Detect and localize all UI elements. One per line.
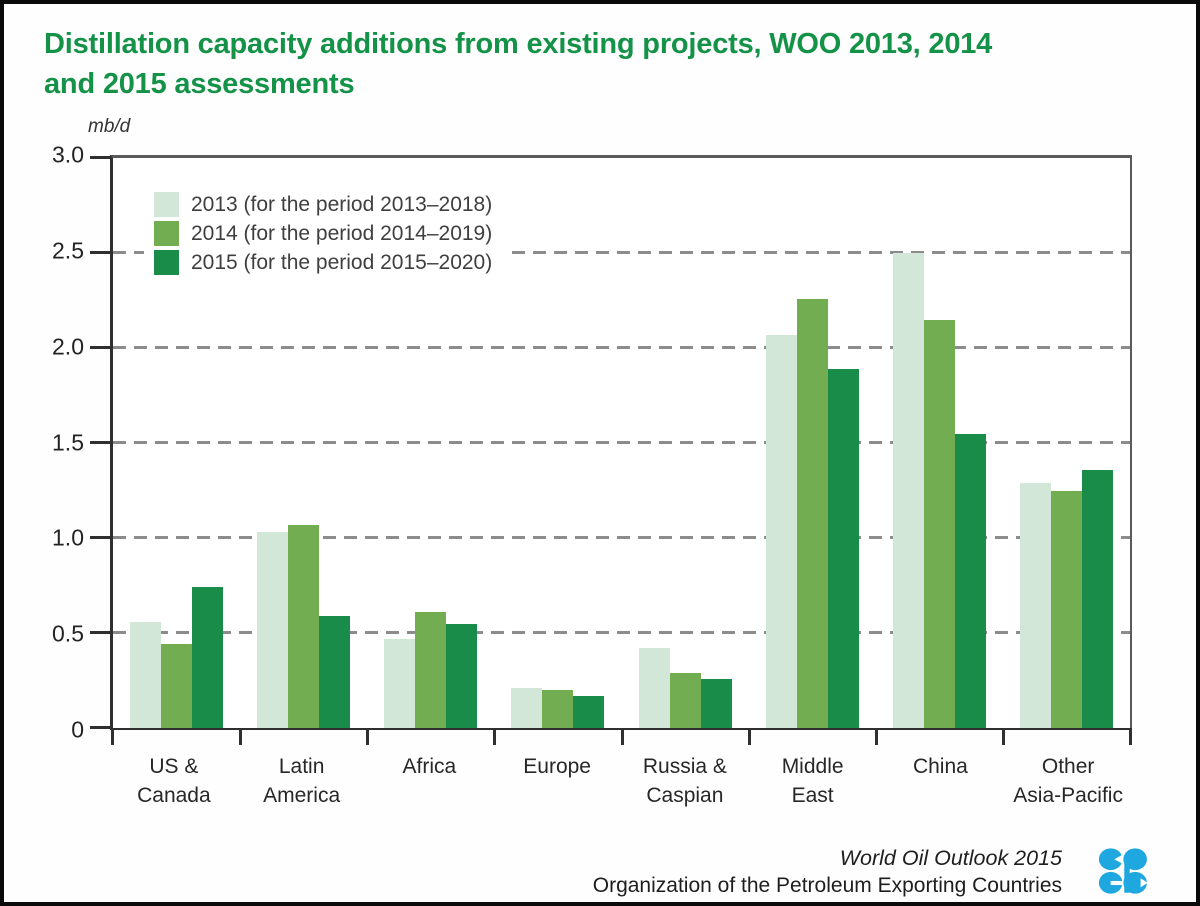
legend-row-2014: 2014 (for the period 2014–2019) — [154, 221, 492, 246]
y-axis-tick — [90, 156, 110, 159]
source-organization: Organization of the Petroleum Exporting … — [592, 874, 1062, 897]
legend-swatch-2015 — [154, 250, 179, 275]
source-attribution: World Oil Outlook 2015 Organization of t… — [593, 845, 1062, 899]
bar-group-4 — [494, 158, 621, 728]
bar — [130, 621, 162, 728]
legend-label-2013: 2013 (for the period 2013–2018) — [191, 192, 493, 216]
bar — [161, 644, 193, 728]
category-label-8: Other Asia-Pacific — [1013, 755, 1123, 807]
bar — [511, 688, 543, 728]
x-axis-tick — [1129, 728, 1132, 745]
y-axis-tick — [90, 346, 110, 350]
bar — [892, 253, 924, 728]
bar — [319, 615, 351, 728]
bar — [192, 587, 224, 728]
gridline-1.5 — [113, 441, 1130, 444]
chart-title-line-1: Distillation capacity additions from exi… — [44, 28, 993, 60]
bar-group-8 — [1003, 158, 1130, 728]
x-axis-tick — [493, 728, 497, 745]
x-axis-tick — [111, 728, 114, 745]
legend-row-2015: 2015 (for the period 2015–2020) — [154, 250, 492, 275]
category-label-7: China — [912, 755, 968, 778]
bar — [415, 612, 447, 728]
category-label-4: Europe — [523, 755, 591, 778]
bar — [542, 690, 574, 728]
y-axis-tick — [90, 631, 110, 635]
bar — [765, 334, 797, 728]
bar — [700, 678, 732, 728]
y-tick-label-1.0: 1.0 — [52, 524, 84, 551]
bar — [446, 623, 478, 728]
bar-group-6 — [749, 158, 876, 728]
y-tick-label-0: 0 — [71, 716, 84, 743]
y-tick-label-1.5: 1.5 — [52, 429, 84, 455]
y-axis-tick — [90, 536, 110, 540]
x-axis-tick — [620, 728, 624, 745]
y-tick-label-0.5: 0.5 — [52, 620, 84, 647]
category-label-3: Africa — [402, 755, 457, 778]
legend-label-2015: 2015 (for the period 2015–2020) — [191, 250, 493, 274]
bars-row — [113, 158, 1130, 728]
y-axis-tick — [90, 726, 110, 729]
bar — [1050, 490, 1082, 728]
bar — [669, 672, 701, 728]
y-axis-tick — [90, 441, 110, 444]
bar-group-5 — [622, 158, 749, 728]
opec-logo — [1098, 848, 1148, 894]
bar — [257, 532, 289, 728]
chart-legend: 2013 (for the period 2013–2018) 2014 (fo… — [144, 183, 509, 286]
x-axis-category-labels: US & Canada Latin America Africa Europe Russ… — [110, 752, 1132, 810]
bar-group-7 — [876, 158, 1003, 728]
gridline-1.0 — [113, 536, 1130, 540]
gridline-0.5 — [113, 631, 1130, 635]
x-axis-tick — [1001, 728, 1005, 745]
y-axis-units-label: mb/d — [88, 116, 131, 137]
category-label-1: US & Canada — [137, 755, 211, 807]
x-axis-tick — [747, 728, 751, 745]
bar — [923, 319, 955, 728]
legend-swatch-2013 — [154, 192, 179, 217]
legend-label-2014: 2014 (for the period 2014–2019) — [191, 221, 493, 245]
x-axis-tick — [366, 728, 370, 745]
x-axis-tick — [874, 728, 878, 745]
source-publication: World Oil Outlook 2015 — [839, 846, 1062, 870]
legend-row-2013: 2013 (for the period 2013–2018) — [154, 192, 492, 217]
bar — [638, 648, 670, 728]
bar — [827, 368, 859, 728]
category-label-2: Latin America — [263, 755, 341, 807]
bar — [384, 638, 416, 728]
bar — [796, 298, 828, 728]
y-tick-label-2.5: 2.5 — [52, 237, 84, 264]
category-label-5: Russia & Caspian — [642, 755, 727, 807]
y-tick-label-3.0: 3.0 — [52, 141, 84, 168]
chart-title-line-2: and 2015 assessments — [44, 68, 355, 100]
plot-area — [90, 155, 1132, 745]
bar — [288, 524, 320, 728]
gridline-2.0 — [113, 346, 1130, 350]
bar-group-3 — [367, 158, 494, 728]
bar — [1019, 482, 1051, 728]
gridline-2.5 — [113, 251, 1130, 254]
x-axis-tick — [239, 728, 243, 745]
plot-inner — [90, 156, 1132, 745]
legend-swatch-2014 — [154, 221, 179, 246]
y-axis-tick-labels: 3.0 2.5 2.0 1.5 1.0 0.5 0 — [4, 142, 84, 743]
y-axis-tick — [90, 251, 110, 254]
bar-group-2 — [240, 158, 367, 728]
bar — [1081, 469, 1113, 728]
chart-title: Distillation capacity additions from exi… — [44, 24, 1174, 104]
bar — [954, 433, 986, 728]
bar — [573, 695, 605, 728]
y-tick-label-2.0: 2.0 — [52, 333, 84, 360]
category-label-6: Middle East — [781, 755, 844, 807]
bar-group-1 — [113, 158, 240, 728]
